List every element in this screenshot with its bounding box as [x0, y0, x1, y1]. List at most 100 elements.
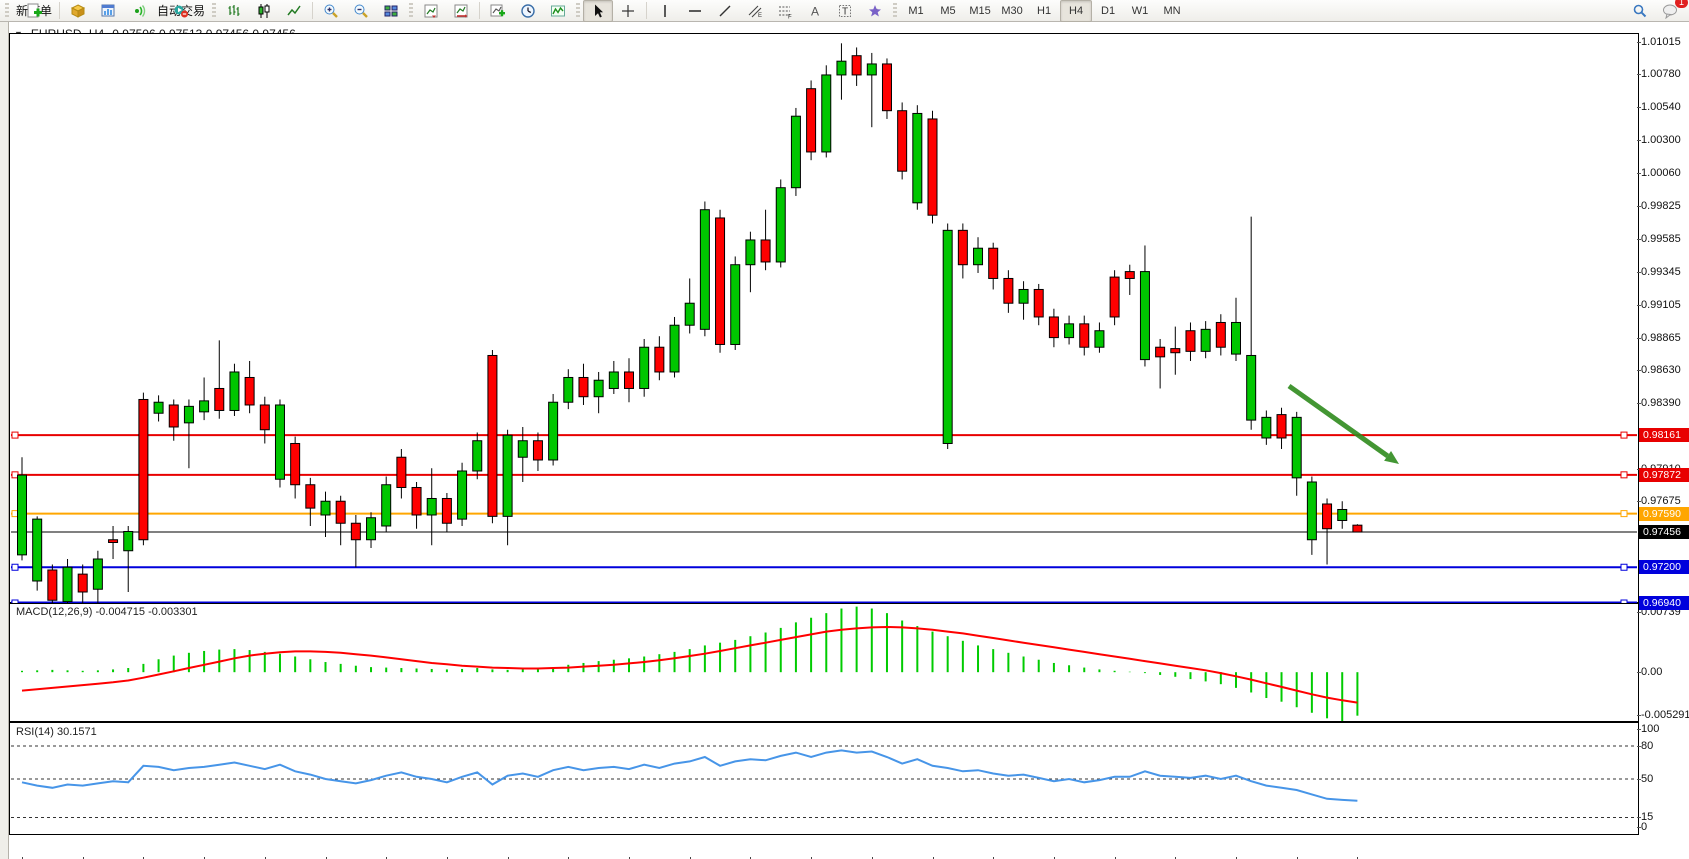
time-tick: [264, 857, 266, 859]
timeframe-M5[interactable]: M5: [940, 4, 956, 17]
horizontal-line-tool-button[interactable]: [680, 0, 710, 22]
timeframe-MN[interactable]: MN: [1163, 4, 1181, 17]
timeframe-W1[interactable]: W1: [1131, 4, 1149, 17]
hline-0.96940[interactable]: [11, 599, 1637, 603]
price-label-0.97872: 0.97872: [1639, 467, 1689, 482]
tile-windows-icon: [384, 5, 398, 16]
svg-text:A: A: [811, 4, 819, 18]
trendline-tool-button[interactable]: [710, 0, 740, 22]
zoom-out-icon: [354, 4, 368, 18]
history-cube-icon: [70, 3, 86, 18]
price-tick: 0.98390: [1637, 397, 1689, 410]
time-tick: [1357, 857, 1359, 859]
new-chart-icon: [490, 4, 506, 16]
price-chart-canvas[interactable]: [9, 22, 1639, 603]
time-tick: [750, 857, 752, 859]
macd-tick: -0.005291: [1637, 709, 1689, 722]
bar-chart-button[interactable]: [219, 0, 249, 22]
toolbar-grip[interactable]: [5, 2, 9, 19]
crosshair-tool-button[interactable]: [613, 0, 643, 22]
price-tick: 0.98630: [1637, 364, 1689, 377]
text-icon: A: [811, 4, 819, 18]
price-tick: 0.97675: [1637, 495, 1689, 508]
time-tick: [811, 857, 813, 859]
trend-arrow-annotation[interactable]: [1287, 383, 1399, 464]
zoom-out-button[interactable]: [346, 0, 376, 22]
chat-button[interactable]: 1: [1655, 0, 1688, 22]
cursor-tool-button[interactable]: [583, 0, 614, 22]
trendline-icon: [719, 5, 731, 16]
indicators-icon: [551, 5, 566, 16]
timeframe-D1[interactable]: D1: [1101, 4, 1116, 17]
timeframe-H1[interactable]: H1: [1037, 4, 1052, 17]
time-tick: [446, 857, 448, 859]
time-tick: [22, 857, 23, 859]
channel-tool-button[interactable]: E: [740, 0, 770, 22]
time-tick: [993, 857, 995, 859]
fibonacci-tool-button[interactable]: F: [770, 0, 800, 22]
time-tick: [1175, 857, 1177, 859]
svg-text:E: E: [758, 13, 762, 19]
line-chart-button[interactable]: [279, 0, 309, 22]
price-label-0.96940: 0.96940: [1639, 596, 1689, 610]
timeframe-strip: M1 M5 M15 M30 H1 H4 D1 W1 MN: [900, 0, 1188, 22]
indicators-button[interactable]: ▾: [543, 0, 573, 22]
chart-shift-button[interactable]: [416, 0, 446, 22]
auto-trading-icon: [174, 5, 189, 17]
new-order-button[interactable]: 新订单: [12, 0, 56, 22]
arrows-tool-button[interactable]: ▾: [860, 0, 890, 22]
window-edge[interactable]: [0, 22, 9, 859]
timeframe-M1[interactable]: M1: [908, 4, 924, 17]
history-cube-button[interactable]: [63, 0, 93, 22]
market-window-button[interactable]: [93, 0, 123, 22]
text-label-icon: T: [839, 4, 852, 17]
periods-clock-icon: [521, 3, 535, 18]
time-tick: [386, 857, 388, 859]
rsi-tick: 50: [1637, 773, 1689, 786]
price-tick: 1.01015: [1637, 36, 1689, 49]
new-chart-button[interactable]: ▾: [483, 0, 513, 22]
periods-button[interactable]: ▾: [513, 0, 543, 22]
rsi-pane-canvas[interactable]: [9, 722, 1639, 835]
time-tick: [629, 857, 630, 859]
signals-button[interactable]: [123, 0, 153, 22]
rsi-label: RSI(14) 30.1571: [14, 726, 99, 738]
macd-pane-canvas[interactable]: [9, 603, 1639, 722]
hline-0.97200[interactable]: [11, 563, 1637, 571]
fibonacci-icon: F: [779, 6, 792, 19]
signals-icon: [135, 4, 146, 17]
svg-text:T: T: [842, 6, 848, 17]
timeframe-M30[interactable]: M30: [1001, 4, 1023, 17]
price-tick: 0.99585: [1637, 233, 1689, 246]
rsi-tick: 15: [1637, 811, 1689, 824]
search-button[interactable]: [1625, 0, 1655, 22]
vertical-line-tool-button[interactable]: [650, 0, 680, 22]
time-tick: [1236, 857, 1237, 859]
time-tick: [507, 857, 509, 859]
market-window-icon: [101, 4, 115, 16]
cursor-icon: [595, 4, 604, 17]
tile-windows-button[interactable]: [376, 0, 406, 22]
time-tick: [325, 857, 327, 859]
auto-trading-button[interactable]: 自动交易: [153, 0, 209, 22]
auto-scroll-icon: [454, 4, 468, 18]
timeframe-M15[interactable]: M15: [969, 4, 991, 17]
equidistant-channel-icon: E: [748, 5, 762, 19]
arrows-icon: [869, 4, 882, 16]
price-tick: 0.98865: [1637, 332, 1689, 345]
price-tick: 1.00060: [1637, 167, 1689, 180]
text-tool-button[interactable]: A: [800, 0, 830, 22]
price-tick: 0.99345: [1637, 266, 1689, 279]
price-label-0.97200: 0.97200: [1639, 560, 1689, 575]
toolbar: 新订单 自动交易: [0, 0, 1689, 22]
timeframe-H4[interactable]: H4: [1060, 0, 1093, 22]
candlestick-chart-button[interactable]: [249, 0, 279, 22]
time-tick: [204, 857, 206, 859]
text-label-tool-button[interactable]: T: [830, 0, 860, 22]
chart-shift-icon: [424, 4, 438, 18]
horizontal-line-icon: [689, 9, 702, 12]
svg-text:F: F: [788, 14, 792, 19]
auto-scroll-button[interactable]: [446, 0, 476, 22]
zoom-in-button[interactable]: [316, 0, 346, 22]
